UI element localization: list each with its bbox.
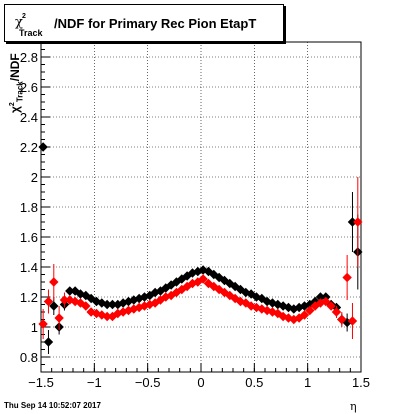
y-tick-label: 1 (31, 320, 38, 335)
x-tick-label: −1 (87, 375, 102, 390)
y-tick-label: 2.6 (20, 80, 38, 95)
data-point (38, 319, 48, 329)
chart-title-box: χ 2 Track /NDF for Primary Rec Pion Etap… (4, 4, 284, 42)
series-1 (38, 177, 363, 339)
y-tick-label: 1.2 (20, 290, 38, 305)
y-tick-label: 1.4 (20, 260, 38, 275)
y-tick-label: 2 (31, 170, 38, 185)
y-axis-chi-symbol: χ (8, 106, 22, 113)
chart-title: /NDF for Primary Rec Pion EtapT (54, 16, 257, 31)
y-tick-label: 2.4 (20, 110, 38, 125)
y-tick-label: 2.8 (20, 50, 38, 65)
title-subscript: Track (19, 28, 43, 38)
data-point (337, 314, 347, 325)
x-tick-label: 1 (304, 375, 311, 390)
data-point (347, 316, 358, 326)
data-point (299, 310, 310, 320)
x-tick-label: 0.5 (245, 375, 263, 390)
y-axis-label: χ2Track/NDF (8, 53, 24, 113)
x-tick-label: 0 (197, 375, 204, 390)
axis-ticks: −1.5 −1 −0.5 0 0.5 1 1.5 0.8 1 1.2 1.4 1.6 1.8 2 2.2 2.… (20, 41, 370, 390)
series-0 (38, 142, 363, 354)
x-axis-label: η (350, 400, 357, 413)
data-point (353, 217, 363, 227)
title-superscript: 2 (22, 13, 26, 20)
data-point (342, 272, 352, 283)
x-tick-label: −1.5 (28, 375, 54, 390)
y-tick-label: 0.8 (20, 350, 38, 365)
data-point (81, 301, 91, 311)
y-axis-superscript: 2 (9, 102, 16, 107)
data-series (38, 142, 363, 354)
y-tick-label: 1.8 (20, 200, 38, 215)
y-tick-label: 2.2 (20, 140, 38, 155)
y-tick-label: 1.6 (20, 230, 38, 245)
y-axis-label-text: /NDF (8, 53, 22, 82)
data-point (38, 142, 48, 152)
grid-lines (41, 42, 361, 372)
data-point (49, 301, 59, 311)
data-point (326, 301, 336, 311)
data-point (43, 337, 54, 347)
x-tick-label: 1.5 (352, 375, 370, 390)
data-point (49, 277, 59, 287)
timestamp-footer: Thu Sep 14 10:52:07 2017 (4, 401, 101, 410)
data-point (321, 296, 331, 307)
data-point (198, 274, 208, 284)
data-point (305, 305, 315, 316)
title-chi-symbol: χ (15, 15, 23, 30)
x-tick-label: −0.5 (135, 375, 161, 390)
data-point (54, 313, 64, 323)
data-point (331, 307, 342, 317)
data-point (43, 296, 54, 307)
y-axis-subscript: Track (15, 81, 25, 103)
